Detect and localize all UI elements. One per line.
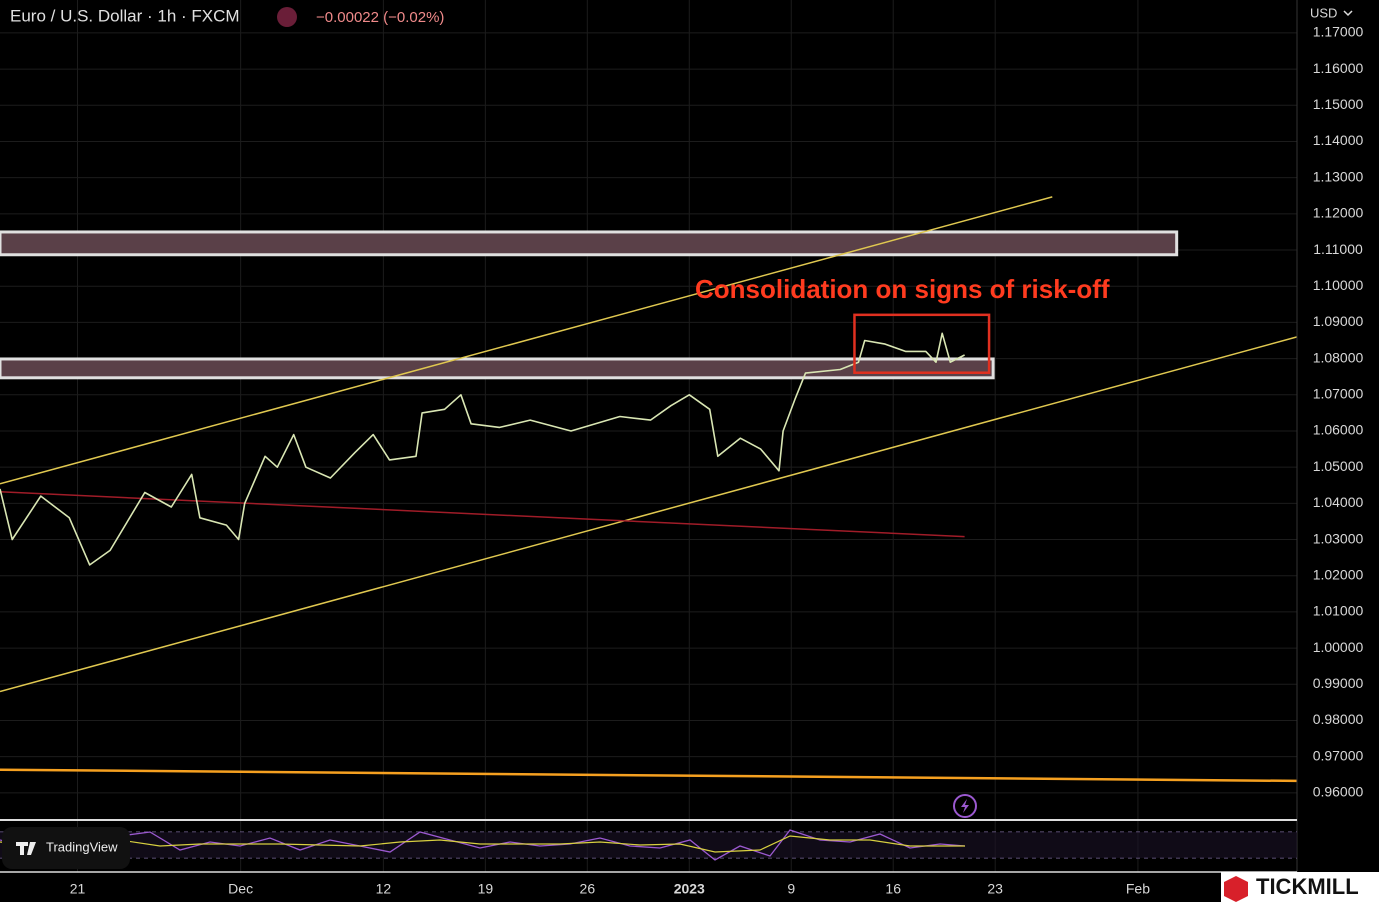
y-tick-label: 1.14000 xyxy=(1313,132,1364,148)
rsi-line xyxy=(0,829,966,861)
y-tick-label: 1.02000 xyxy=(1313,566,1364,582)
x-tick-label: 23 xyxy=(987,881,1003,897)
x-tick-label: 26 xyxy=(580,881,596,897)
plot xyxy=(0,196,1298,783)
zone xyxy=(0,357,995,380)
trendline xyxy=(0,196,1053,485)
y-tick-label: 1.13000 xyxy=(1313,168,1364,184)
price-line xyxy=(0,332,965,566)
zone xyxy=(0,230,1179,257)
y-tick-label: 1.10000 xyxy=(1313,277,1364,293)
y-tick-label: 0.96000 xyxy=(1313,784,1364,800)
x-tick-label: 9 xyxy=(787,881,795,897)
watermark-badge xyxy=(2,827,130,869)
y-tick-label: 1.05000 xyxy=(1313,458,1364,474)
y-tick-label: 1.08000 xyxy=(1313,349,1364,365)
annotation: Consolidation on signs of risk-off xyxy=(695,274,1110,304)
y-tick-label: 1.11000 xyxy=(1313,241,1363,257)
y-tick-label: 0.98000 xyxy=(1313,711,1364,727)
y-tick-label: 1.07000 xyxy=(1313,386,1364,402)
trendline xyxy=(0,491,965,538)
watermark-logo xyxy=(16,842,36,855)
symbol-title: Euro / U.S. Dollar · 1h · FXCM xyxy=(10,6,240,25)
y-tick-label: 1.04000 xyxy=(1313,494,1364,510)
currency-dropdown[interactable] xyxy=(1343,10,1353,17)
y-tick-label: 1.15000 xyxy=(1313,96,1364,112)
y-tick-label: 1.12000 xyxy=(1313,205,1364,221)
alert-icon-bolt xyxy=(961,799,969,813)
y-tick-label: 0.99000 xyxy=(1313,675,1364,691)
price-change: −0.00022 (−0.02%) xyxy=(316,9,444,26)
y-tick-label: 1.06000 xyxy=(1313,422,1364,438)
x-tick-label: 19 xyxy=(478,881,494,897)
brand: TICKMILL xyxy=(1256,874,1359,899)
grid xyxy=(0,0,1297,872)
rsi-signal xyxy=(0,835,965,853)
y-tick-label: 1.17000 xyxy=(1313,24,1364,40)
brand-logo xyxy=(1224,876,1248,902)
highlight-box xyxy=(853,313,991,374)
x-tick-label: Dec xyxy=(228,881,253,897)
trendline xyxy=(0,768,1298,783)
x-tick-label: 21 xyxy=(70,881,86,897)
y-tick-label: 1.16000 xyxy=(1313,60,1364,76)
x-tick-label: 2023 xyxy=(674,881,705,897)
x-tick-label: Feb xyxy=(1126,881,1150,897)
currency[interactable]: USD xyxy=(1310,5,1337,20)
alert-icon[interactable] xyxy=(953,794,977,818)
y-tick-label: 1.01000 xyxy=(1313,603,1364,619)
y-tick-label: 1.03000 xyxy=(1313,530,1364,546)
y-tick-label: 1.00000 xyxy=(1313,639,1364,655)
trendline xyxy=(0,336,1298,693)
x-tick-label: 12 xyxy=(376,881,392,897)
y-tick-label: 1.09000 xyxy=(1313,313,1364,329)
watermark: TradingView xyxy=(46,839,118,854)
x-tick-label: 16 xyxy=(885,881,901,897)
status-icon xyxy=(277,7,297,27)
y-tick-label: 0.97000 xyxy=(1313,747,1364,763)
